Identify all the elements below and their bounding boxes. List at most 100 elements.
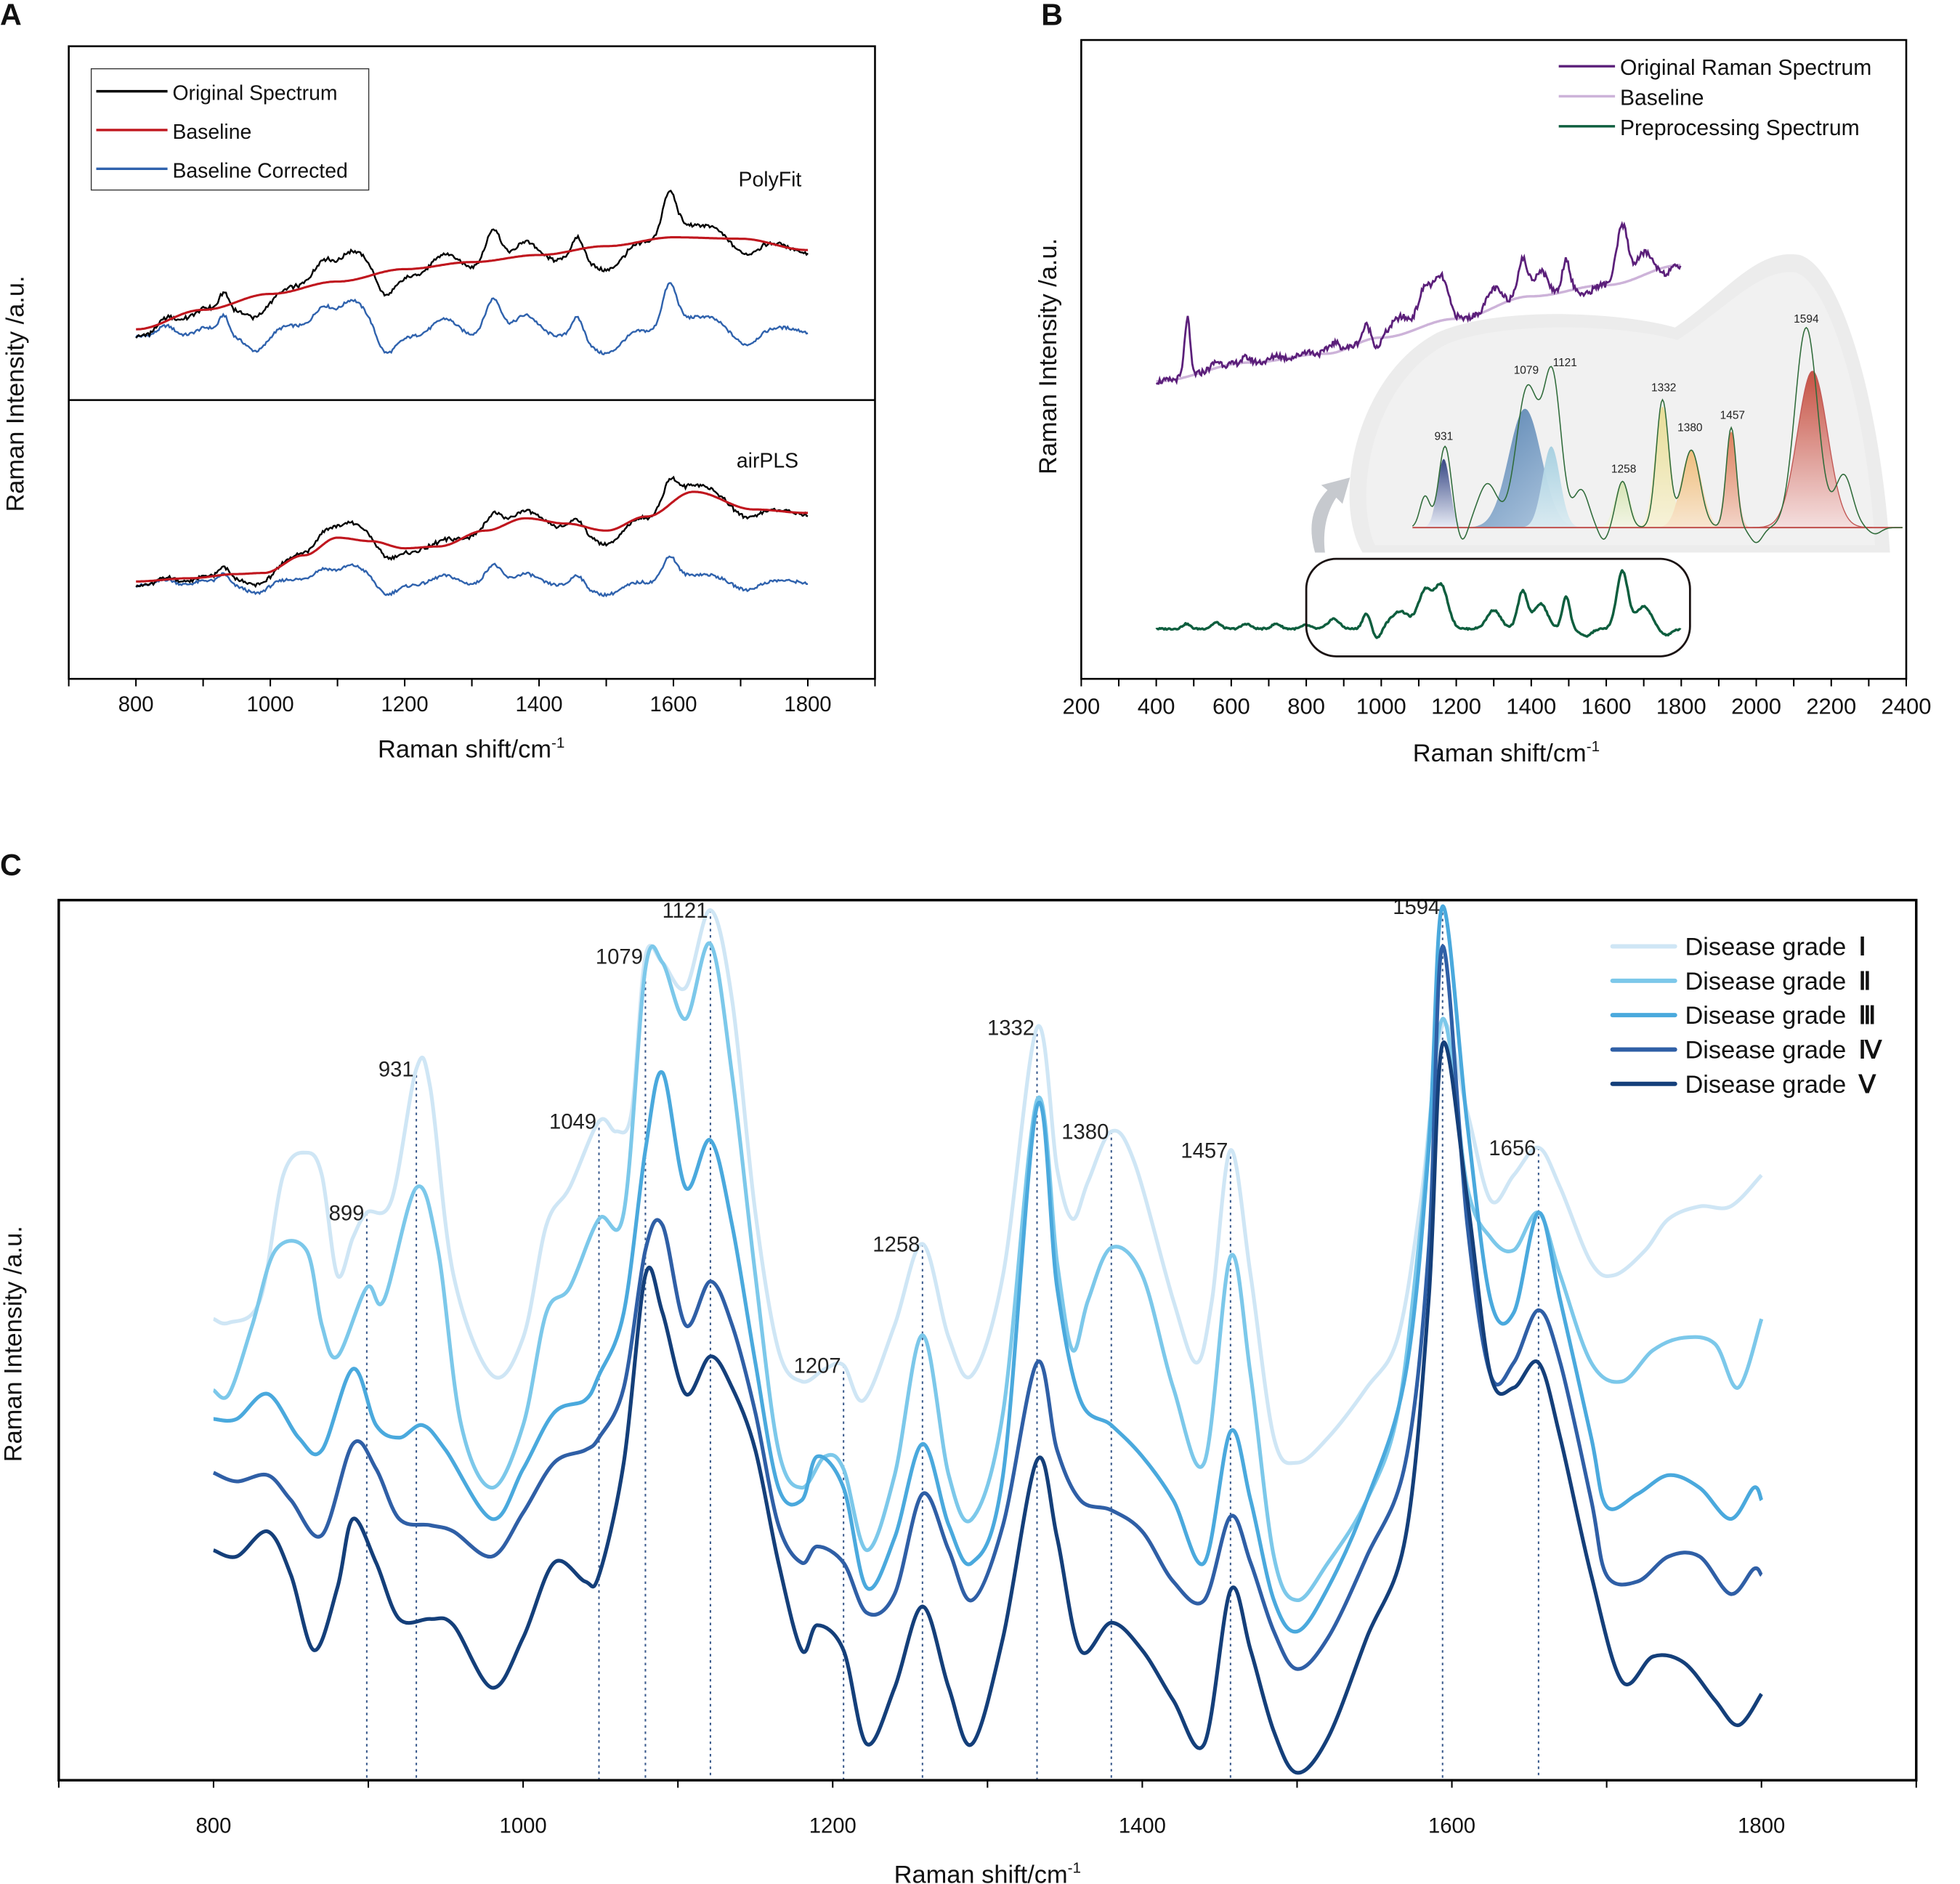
panel-c-x-axis-title: Raman shift/cm-1 <box>894 1860 1081 1884</box>
legend-label-grade-1: Disease grade Ⅰ <box>1685 934 1866 961</box>
legend-label-grade-5: Disease grade Ⅴ <box>1685 1071 1876 1099</box>
legend-label-text: Disease grade <box>1685 934 1846 961</box>
series-line-grade-2 <box>212 941 1764 1602</box>
x-tick-label: 1200 <box>381 693 429 716</box>
x-tick-label: 200 <box>1063 693 1101 719</box>
panel-a-legend: Original Spectrum Baseline Baseline Corr… <box>90 68 370 191</box>
subplot-label-airpls: airPLS <box>737 450 798 473</box>
baseline-corrected-line-polyfit <box>135 282 809 356</box>
legend-grade-numeral: Ⅱ <box>1859 968 1871 995</box>
x-title-superscript: -1 <box>551 735 564 751</box>
x-tick-label: 2200 <box>1806 693 1856 719</box>
x-tick-label: 600 <box>1212 693 1250 719</box>
legend-grade-numeral: Ⅰ <box>1859 934 1866 961</box>
preprocessing-spectrum-line <box>1155 569 1682 639</box>
legend-label-original-raman: Original Raman Spectrum <box>1620 56 1871 80</box>
x-tick-label: 2000 <box>1731 693 1781 719</box>
x-tick-label: 1200 <box>809 1814 857 1837</box>
panel-a: A 800 1000 1200 1400 1600 1800 PolyFit airPLS… <box>0 0 876 764</box>
x-tick-label: 800 <box>1287 693 1325 719</box>
baseline-line-airpls <box>136 490 809 583</box>
legend-label-baseline: Baseline <box>172 121 251 144</box>
legend-grade-numeral: Ⅲ <box>1859 1002 1876 1030</box>
panel-a-y-axis-title: Raman Intensity /a.u. <box>2 275 30 512</box>
peak-label-1457: 1457 <box>1181 1139 1228 1163</box>
x-title-text: Raman shift/cm <box>894 1861 1068 1884</box>
x-title-text: Raman shift/cm <box>1413 740 1587 767</box>
baseline-corrected-line-airpls <box>136 555 809 598</box>
legend-grade-numeral: Ⅴ <box>1858 1071 1876 1099</box>
legend-label-text: Disease grade <box>1685 1002 1846 1030</box>
inset-peak-label: 1380 <box>1677 422 1702 434</box>
x-tick-label: 1400 <box>1506 693 1556 719</box>
panel-letter-b: B <box>1041 0 1063 31</box>
panel-b-x-axis: 200 400 600 800 1000 1200 1400 1600 1800 2000 2200… <box>1063 679 1932 719</box>
inset-background-blob <box>1349 254 1890 553</box>
fitted-peak-2 <box>1516 446 1587 528</box>
panel-b-legend: Original Raman Spectrum Baseline Preproc… <box>1558 56 1871 140</box>
fitted-peak-1 <box>1459 408 1590 528</box>
panel-c-plot-area <box>212 904 1764 1775</box>
x-tick-label: 1200 <box>1431 693 1481 719</box>
x-title-superscript: -1 <box>1068 1860 1081 1877</box>
peak-label-1380: 1380 <box>1061 1121 1109 1144</box>
baseline-line-polyfit <box>136 236 809 331</box>
panel-letter-c: C <box>0 848 22 881</box>
legend-label-text: Disease grade <box>1685 1037 1846 1064</box>
series-line-grade-3 <box>213 904 1764 1634</box>
panel-a-x-axis-title: Raman shift/cm-1 <box>378 735 564 764</box>
x-title-superscript: -1 <box>1587 738 1600 755</box>
x-tick-label: 1800 <box>1656 693 1706 719</box>
fitted-peak-7 <box>1752 371 1873 528</box>
legend-label-grade-2: Disease grade Ⅱ <box>1685 968 1871 995</box>
inset-peak-label: 1258 <box>1611 463 1636 475</box>
peak-label-931: 931 <box>378 1058 414 1081</box>
x-tick-label: 800 <box>118 693 154 716</box>
panel-b-x-axis-title: Raman shift/cm-1 <box>1413 738 1600 767</box>
legend-grade-numeral: Ⅳ <box>1859 1037 1882 1064</box>
x-tick-label: 1600 <box>1582 693 1632 719</box>
fitted-peak-4 <box>1632 406 1693 528</box>
inset-peak-label: 1457 <box>1720 409 1745 421</box>
inset-peak-label: 1332 <box>1651 382 1676 395</box>
x-tick-label: 1000 <box>1356 693 1406 719</box>
inset-peak-label: 1121 <box>1553 357 1577 369</box>
peak-label-1121: 1121 <box>663 899 708 923</box>
panel-c-y-axis-title: Raman Intensity /a.u. <box>0 1226 27 1462</box>
original-raman-spectrum-line <box>1155 221 1682 386</box>
panel-b-y-axis-title: Raman Intensity /a.u. <box>1034 238 1062 474</box>
peak-label-1207: 1207 <box>794 1354 841 1378</box>
series-line-grade-5 <box>212 1040 1763 1775</box>
x-tick-label: 2400 <box>1882 693 1932 719</box>
fitted-peak-6 <box>1709 431 1754 528</box>
panel-c-frame <box>57 899 1918 1782</box>
peak-label-1258: 1258 <box>872 1233 920 1256</box>
legend-label-preprocessing: Preprocessing Spectrum <box>1620 116 1860 140</box>
panel-a-x-axis: 800 1000 1200 1400 1600 1800 <box>68 679 876 716</box>
panel-b: B 931 1079 1121 1258 1332 1380 1457 1594 200 400… <box>1034 0 1932 767</box>
x-tick-label: 1400 <box>1119 1814 1166 1837</box>
x-tick-label: 400 <box>1138 693 1175 719</box>
peak-label-899: 899 <box>329 1202 365 1225</box>
x-tick-label: 1600 <box>1428 1814 1475 1837</box>
highlight-region-box <box>1305 557 1691 658</box>
panel-a-plot-area <box>135 190 809 598</box>
fitted-peak-5 <box>1651 450 1732 528</box>
legend-label-corrected: Baseline Corrected <box>172 159 347 182</box>
legend-label-grade-3: Disease grade Ⅲ <box>1685 1002 1876 1030</box>
peak-labels: 8999311049107911211207125813321380145715… <box>329 896 1536 1378</box>
legend-label-grade-4: Disease grade Ⅳ <box>1685 1037 1882 1064</box>
panel-b-plot-area <box>1155 221 1682 639</box>
fitted-peak-0 <box>1418 458 1469 528</box>
peak-label-1656: 1656 <box>1489 1137 1536 1160</box>
panel-letter-a: A <box>0 0 22 31</box>
original-spectrum-line-polyfit <box>135 190 809 339</box>
inset-peak-label: 1079 <box>1514 364 1539 376</box>
subplot-label-polyfit: PolyFit <box>739 168 802 191</box>
peak-label-1049: 1049 <box>549 1111 596 1134</box>
panel-c: C 899 931 1049 1079 1121 1207 1258 1332 1380 1457… <box>0 848 1918 1884</box>
x-tick-label: 800 <box>196 1814 232 1837</box>
legend-label-original: Original Spectrum <box>172 82 337 105</box>
peak-label-1079: 1079 <box>596 946 643 969</box>
